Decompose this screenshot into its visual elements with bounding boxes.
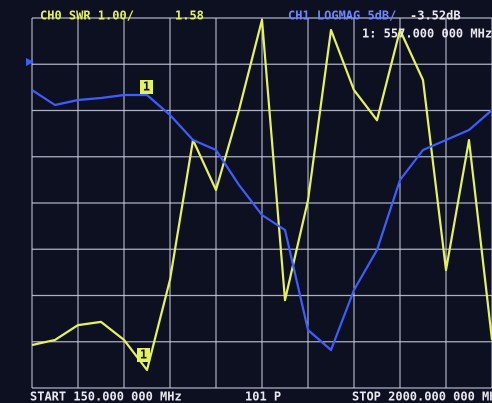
marker-frequency: 1: 557.000 000 MHz (362, 27, 492, 41)
ch0-label: CH0 SWR 1.00/ (40, 9, 134, 23)
screen-background (0, 0, 492, 403)
marker-label: 1 (143, 80, 150, 94)
ch1-label: CH1 LOGMAG 5dB/ (288, 9, 396, 23)
page: {"chart_data": {"type": "line", "annotat… (0, 0, 492, 403)
marker-label: 1 (140, 348, 147, 362)
stop-frequency: STOP 2000.000 000 MHz (352, 390, 492, 403)
points: 101 P (245, 390, 281, 403)
ch1-value: -3.52dB (410, 9, 461, 23)
ch0-value: 1.58 (175, 9, 204, 23)
vna-screen: CH0 SWR 1.00/ 1.58 CH1 LOGMAG 5dB/ -3.52… (0, 0, 492, 403)
start-frequency: START 150.000 000 MHz (30, 390, 182, 403)
